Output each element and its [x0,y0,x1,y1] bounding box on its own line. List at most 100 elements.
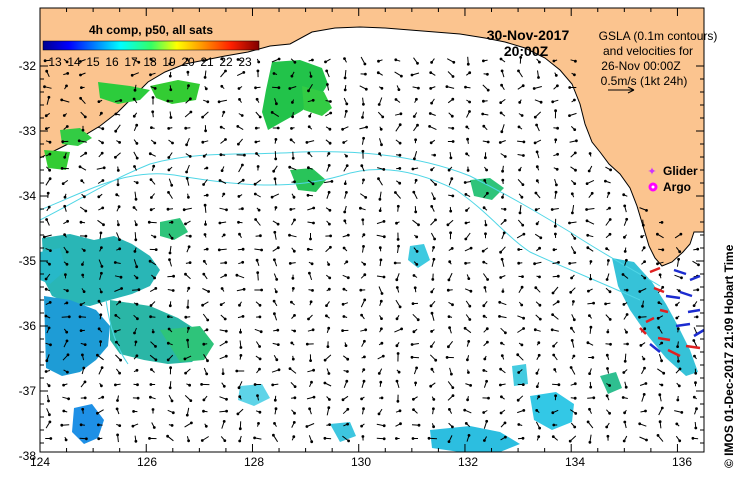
velocity-arrow-head [293,196,295,198]
velocity-arrow-head [569,115,571,117]
velocity-arrow-head [225,341,227,343]
velocity-arrow-head [170,367,172,369]
velocity-arrow-head [500,102,502,104]
velocity-arrow-head [187,339,189,341]
velocity-arrow-head [278,58,280,60]
colorbar-tick: 14 [67,55,81,69]
velocity-arrow-head [347,423,349,425]
velocity-arrow-head [171,425,173,427]
velocity-arrow-head [61,99,63,101]
velocity-arrow-head [365,329,367,331]
velocity-arrow-head [592,357,594,359]
velocity-arrow-head [274,178,276,180]
velocity-arrow-head [575,60,577,62]
velocity-arrow-head [237,126,239,128]
velocity-arrow-head [277,127,279,129]
velocity-arrow-head [294,219,296,221]
velocity-arrow-head [167,342,169,344]
velocity-arrow-head [521,115,523,117]
velocity-arrow-head [330,101,332,103]
velocity-arrow-head [240,347,242,349]
velocity-arrow-head [307,248,309,250]
velocity-arrow-head [290,209,292,211]
velocity-arrow-head [536,386,538,388]
velocity-arrow-head [45,371,47,373]
velocity-arrow-head [167,435,169,437]
velocity-arrow-head [517,354,519,356]
velocity-arrow-head [677,399,679,401]
velocity-arrow-head [134,166,136,168]
velocity-arrow-head [609,291,611,293]
velocity-arrow-head [169,305,171,307]
velocity-arrow-head [308,126,310,128]
velocity-arrow-head [324,382,326,384]
velocity-arrow-head [623,372,625,374]
velocity-arrow-head [119,372,121,374]
velocity-arrow-head [131,74,133,76]
velocity-arrow-head [291,342,293,344]
velocity-arrow-head [46,360,48,362]
velocity-arrow-head [466,126,468,128]
velocity-arrow-head [465,194,467,196]
x-axis-labels: 124 126 128 130 132 134 136 [30,455,692,469]
colorbar-tick: 16 [105,55,119,69]
velocity-arrow-head [378,413,380,415]
velocity-arrow-head [538,436,540,438]
velocity-arrow-head [167,208,169,210]
velocity-arrow-head [150,209,152,211]
velocity-arrow-head [500,112,502,114]
velocity-arrow-head [451,373,453,375]
velocity-arrow-head [276,103,278,105]
velocity-arrow-head [556,168,558,170]
velocity-arrow-head [380,381,382,383]
velocity-arrow-head [413,116,415,118]
velocity-arrow-head [98,300,100,302]
velocity-arrow-head [115,156,117,158]
velocity-arrow-head [540,101,542,103]
velocity-arrow-head [103,167,105,169]
velocity-arrow-head [450,157,452,159]
velocity-arrow-head [499,301,501,303]
velocity-arrow-head [535,209,537,211]
velocity-arrow-head [643,358,645,360]
velocity-arrow-head [624,205,626,207]
velocity-arrow-head [418,424,420,426]
velocity-arrow-head [361,425,363,427]
velocity-arrow-head [151,197,153,199]
velocity-arrow-head [505,332,507,334]
velocity-arrow-head [85,210,87,212]
velocity-arrow-head [344,183,346,185]
velocity-arrow-head [383,425,385,427]
velocity-arrow-head [399,410,401,412]
velocity-arrow-head [170,89,172,91]
velocity-arrow-head [50,344,52,346]
velocity-arrow-head [363,234,365,236]
velocity-arrow-head [452,127,454,129]
velocity-arrow-head [555,75,557,77]
velocity-arrow-head [381,87,383,89]
velocity-arrow-head [63,410,65,412]
velocity-arrow-head [366,126,368,128]
velocity-arrow-head [186,178,188,180]
velocity-arrow-head [500,251,502,253]
velocity-arrow-head [590,278,592,280]
velocity-arrow-head [448,279,450,281]
velocity-arrow-head [294,181,296,183]
velocity-arrow-head [259,346,261,348]
velocity-arrow-head [643,247,645,249]
velocity-arrow-head [152,97,154,99]
velocity-arrow-head [538,77,540,79]
velocity-arrow-head [610,169,612,171]
velocity-arrow-head [294,61,296,63]
velocity-arrow-head [155,249,157,251]
velocity-arrow-head [136,303,138,305]
velocity-arrow-head [254,193,256,195]
velocity-arrow-head [535,287,537,289]
velocity-arrow-head [698,264,700,266]
velocity-arrow-head [255,141,257,143]
velocity-arrow-head [80,330,82,332]
velocity-arrow-head [150,74,152,76]
velocity-arrow-head [274,399,276,401]
velocity-arrow-head [365,73,367,75]
velocity-arrow-head [101,152,103,154]
